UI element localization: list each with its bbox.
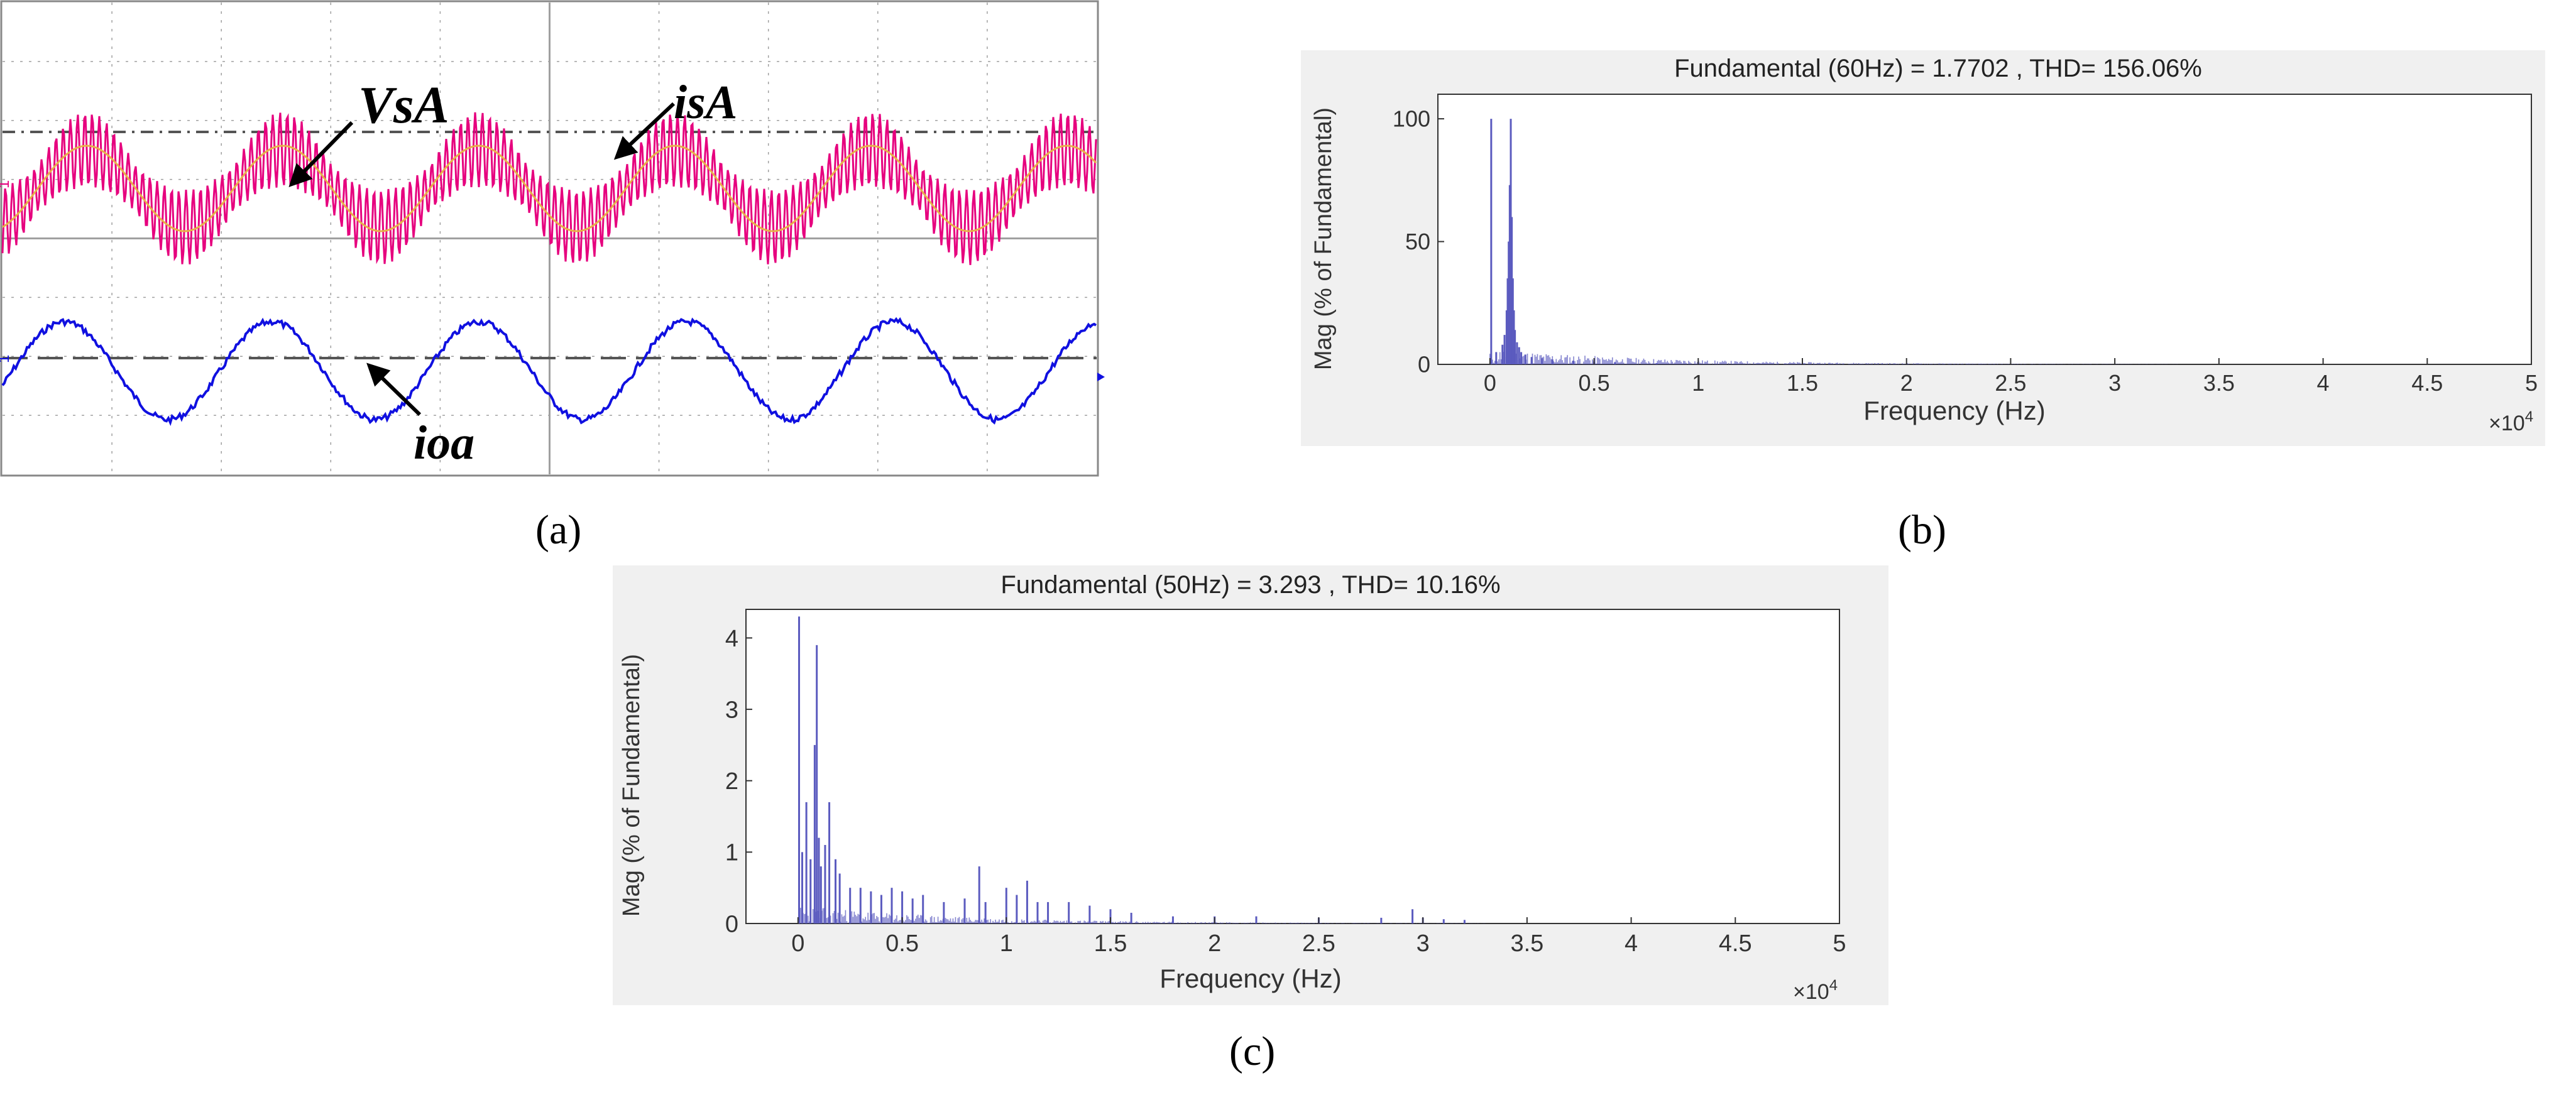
chart-b-x-multiplier: ×104 bbox=[2489, 408, 2533, 435]
chart-b-xlabel: Frequency (Hz) bbox=[1863, 396, 2045, 425]
isa-annotation: isA bbox=[674, 76, 737, 129]
chart-c-xtick-label: 4 bbox=[1625, 930, 1638, 957]
chart-c-ytick-label: 2 bbox=[725, 768, 738, 795]
chart-b-plot-area bbox=[1437, 94, 2532, 365]
vsa-pointer-arrow bbox=[288, 121, 354, 187]
chart-b-xtick-label: 5 bbox=[2525, 370, 2538, 396]
chart-c-ytick-label: 1 bbox=[725, 840, 738, 866]
chart-c-plot-area bbox=[745, 609, 1840, 924]
chart-c-xtick-label: 5 bbox=[1833, 930, 1846, 957]
vsa-waveform bbox=[2, 144, 1097, 232]
chart-b-xtick-label: 3 bbox=[2108, 370, 2121, 396]
chart-c-title: Fundamental (50Hz) = 3.293 , THD= 10.16% bbox=[1000, 571, 1500, 599]
ioa-waveform bbox=[1, 317, 1097, 427]
chart-c-xtick-label: 0.5 bbox=[885, 930, 919, 957]
chart-c-xtick-label: 1.5 bbox=[1094, 930, 1127, 957]
caption-a: (a) bbox=[535, 507, 582, 553]
chart-c-ylabel: Mag (% of Fundamental) bbox=[618, 654, 645, 917]
chart-c-xtick-label: 4.5 bbox=[1719, 930, 1752, 957]
chart-c-xtick-label: 0 bbox=[791, 930, 804, 957]
fft-panel-b: Fundamental (60Hz) = 1.7702 , THD= 156.0… bbox=[1301, 50, 2545, 446]
chart-b-ylabel: Mag (% of Fundamental) bbox=[1310, 107, 1337, 370]
chart-c-xtick-label: 3.5 bbox=[1510, 930, 1543, 957]
chart-c-ytick-label: 3 bbox=[725, 697, 738, 723]
caption-c: (c) bbox=[1229, 1028, 1276, 1074]
oscilloscope-panel: 1 1 VsA isA ioa bbox=[0, 0, 1106, 481]
ch2-marker: 1 bbox=[0, 355, 13, 363]
vsa-annotation: VsA bbox=[358, 76, 449, 134]
fft-chart-b: Fundamental (60Hz) = 1.7702 , THD= 156.0… bbox=[1301, 50, 2545, 446]
chart-b-xtick-label: 1 bbox=[1692, 370, 1704, 396]
oscilloscope-screen: 1 1 VsA isA ioa bbox=[0, 0, 1105, 477]
isa-waveform bbox=[1, 112, 1097, 265]
chart-c-xtick-label: 3 bbox=[1417, 930, 1430, 957]
chart-c-xlabel: Frequency (Hz) bbox=[1159, 964, 1341, 993]
chart-b-xtick-label: 3.5 bbox=[2203, 370, 2235, 396]
chart-b-ytick-label: 50 bbox=[1405, 229, 1430, 254]
chart-b-ytick-label: 0 bbox=[1418, 352, 1430, 378]
caption-b: (b) bbox=[1898, 507, 1946, 553]
chart-b-title: Fundamental (60Hz) = 1.7702 , THD= 156.0… bbox=[1674, 55, 2202, 82]
chart-b-xtick-label: 2.5 bbox=[1995, 370, 2026, 396]
fft-chart-c: Fundamental (50Hz) = 3.293 , THD= 10.16%… bbox=[613, 565, 1888, 1005]
chart-c-xtick-label: 1 bbox=[1000, 930, 1013, 957]
chart-b-spectrum-noise bbox=[1489, 349, 2178, 364]
chart-c-ytick-label: 4 bbox=[725, 626, 738, 652]
scope-waveforms bbox=[1, 112, 1097, 427]
chart-c-xtick-label: 2.5 bbox=[1302, 930, 1335, 957]
trigger-arrow-icon bbox=[1097, 373, 1105, 381]
chart-c-x-multiplier: ×104 bbox=[1793, 977, 1838, 1004]
chart-c-xtick-label: 2 bbox=[1208, 930, 1221, 957]
ch1-marker: 1 bbox=[0, 180, 13, 188]
chart-b-xtick-label: 2 bbox=[1900, 370, 1913, 396]
chart-b-xtick-label: 4.5 bbox=[2411, 370, 2443, 396]
chart-b-ytick-label: 100 bbox=[1393, 106, 1430, 132]
ioa-annotation: ioa bbox=[414, 417, 474, 469]
fft-panel-c: Fundamental (50Hz) = 3.293 , THD= 10.16%… bbox=[613, 565, 1888, 1005]
chart-b-xtick-label: 4 bbox=[2317, 370, 2330, 396]
isa-pointer-arrow bbox=[613, 102, 676, 160]
chart-c-ytick-label: 0 bbox=[725, 911, 738, 937]
chart-b-xtick-label: 0.5 bbox=[1579, 370, 1610, 396]
chart-b-xtick-label: 1.5 bbox=[1787, 370, 1818, 396]
ioa-pointer-arrow bbox=[366, 362, 422, 417]
chart-b-xtick-label: 0 bbox=[1484, 370, 1496, 396]
